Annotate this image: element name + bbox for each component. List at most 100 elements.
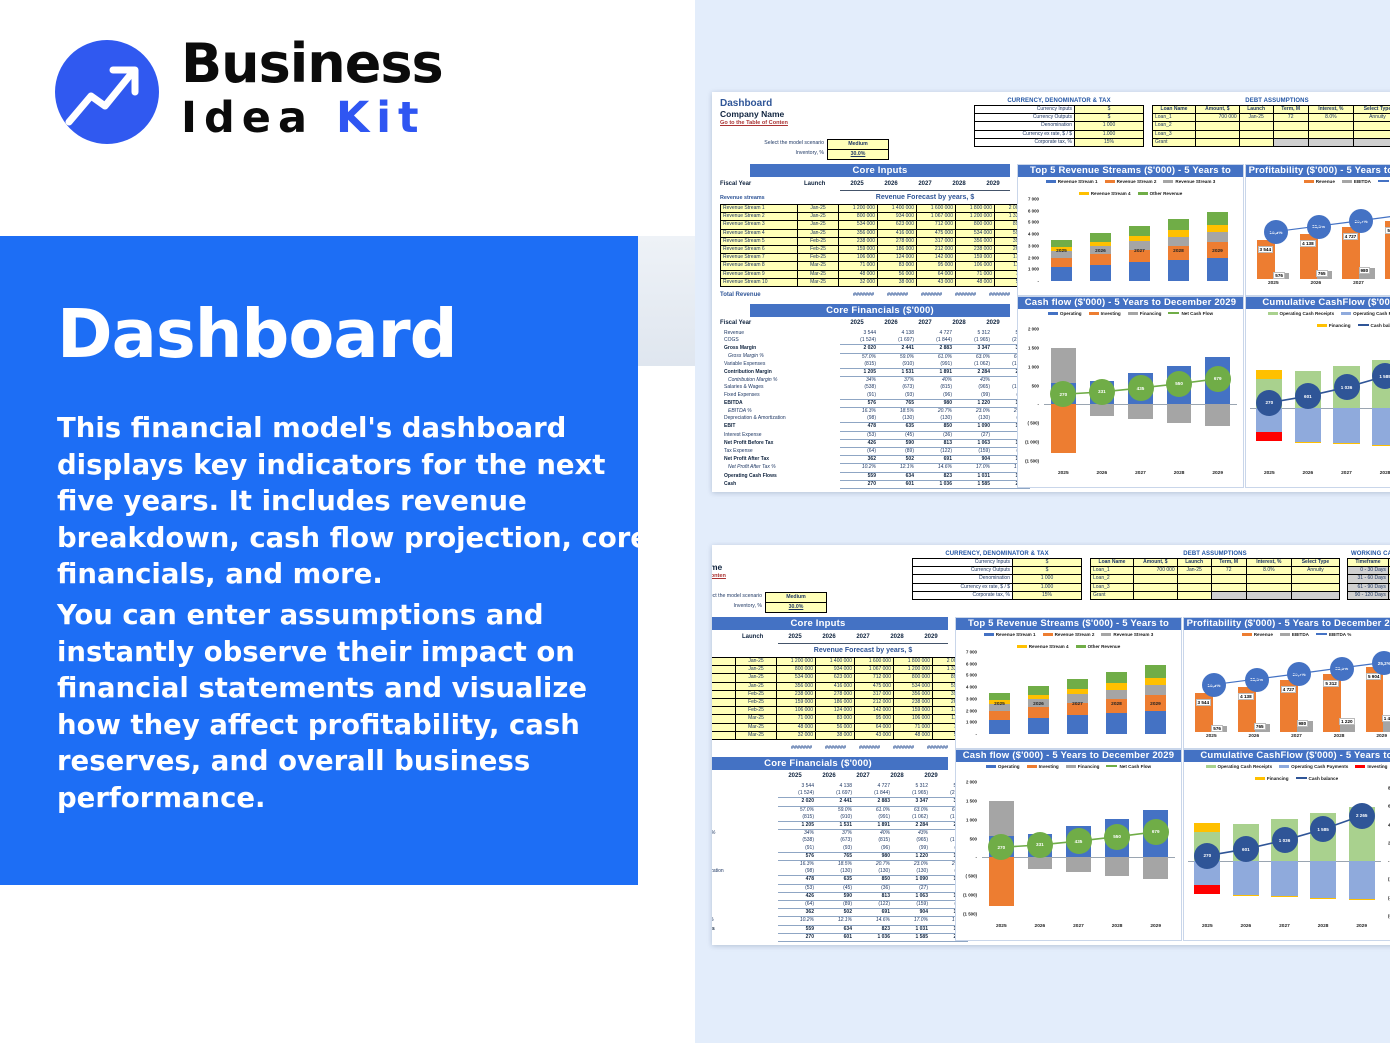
debt-cell[interactable]: Loan_2 [1090,574,1134,584]
revenue-stream-value[interactable]: 317 000 [854,689,894,700]
revenue-stream-launch[interactable]: Feb-25 [735,689,777,700]
revenue-stream-value[interactable]: 32 000 [776,730,816,741]
revenue-stream-value[interactable]: 64 000 [916,269,956,279]
debt-cell[interactable]: 8.0% [1245,566,1292,576]
debt-cell[interactable] [1352,121,1390,131]
revenue-stream-launch[interactable]: Mar-25 [735,722,777,732]
revenue-stream-launch[interactable]: Mar-25 [797,277,839,288]
revenue-stream-value[interactable]: 48 000 [955,277,995,288]
currency-row-value[interactable]: $ [1074,113,1144,123]
revenue-stream-value[interactable]: 278 000 [815,689,855,700]
revenue-stream-value[interactable]: 1 200 000 [893,665,933,675]
revenue-stream-launch[interactable]: Jan-25 [735,673,777,683]
revenue-stream-value[interactable]: 800 000 [838,212,878,222]
revenue-stream-value[interactable]: 356 000 [893,689,933,700]
inventory-input[interactable]: 30.0% [827,149,889,160]
revenue-stream-value[interactable]: 317 000 [916,236,956,247]
revenue-stream-value[interactable]: 56 000 [877,269,917,279]
revenue-stream-value[interactable]: 534 000 [893,681,933,691]
revenue-stream-value[interactable]: 238 000 [893,698,933,708]
debt-cell[interactable] [1307,121,1354,131]
debt-cell[interactable] [1195,137,1240,148]
revenue-stream-name[interactable]: Revenue Stream 4 [712,681,736,691]
revenue-stream-value[interactable]: 1 800 000 [955,203,995,214]
revenue-stream-value[interactable]: 534 000 [955,228,995,238]
revenue-stream-value[interactable]: 124 000 [815,706,855,716]
revenue-stream-launch[interactable]: Mar-25 [797,261,839,271]
debt-cell[interactable]: Annuity [1290,566,1341,576]
revenue-stream-launch[interactable]: Jan-25 [797,228,839,238]
revenue-stream-value[interactable]: 1 067 000 [916,212,956,222]
revenue-stream-value[interactable]: 800 000 [776,665,816,675]
debt-cell[interactable]: Jan-25 [1238,113,1274,123]
revenue-stream-name[interactable]: Revenue Stream 9 [712,722,736,732]
revenue-stream-value[interactable]: 1 400 000 [877,203,917,214]
debt-cell[interactable]: Grant [1090,590,1134,601]
currency-row-value[interactable]: 1 000 [1012,574,1082,584]
revenue-stream-value[interactable]: 356 000 [776,681,816,691]
revenue-stream-name[interactable]: Revenue Stream 10 [712,730,736,741]
revenue-stream-name[interactable]: Revenue Stream 7 [712,706,736,716]
debt-cell[interactable] [1272,137,1309,148]
debt-cell[interactable]: Loan_1 [1090,566,1134,576]
debt-cell[interactable] [1245,574,1292,584]
revenue-stream-value[interactable]: 475 000 [854,681,894,691]
revenue-stream-value[interactable]: 800 000 [893,673,933,683]
revenue-stream-value[interactable]: 534 000 [838,220,878,230]
revenue-stream-launch[interactable]: Jan-25 [735,681,777,691]
revenue-stream-value[interactable]: 142 000 [916,253,956,263]
debt-cell[interactable]: Jan-25 [1176,566,1212,576]
currency-row-value[interactable]: $ [1012,566,1082,576]
revenue-stream-value[interactable]: 159 000 [893,706,933,716]
wc-cell[interactable]: 31 - 60 Days [1347,574,1389,584]
debt-cell[interactable]: Loan_3 [1090,582,1134,592]
revenue-stream-value[interactable]: 278 000 [877,236,917,247]
revenue-stream-value[interactable]: 71 000 [838,261,878,271]
debt-cell[interactable] [1290,582,1341,592]
revenue-stream-name[interactable]: Revenue Stream 2 [712,665,736,675]
revenue-stream-value[interactable]: 1 200 000 [776,656,816,667]
revenue-stream-launch[interactable]: Mar-25 [797,269,839,279]
revenue-stream-name[interactable]: Revenue Stream 9 [720,269,798,279]
revenue-stream-launch[interactable]: Mar-25 [735,714,777,724]
revenue-stream-value[interactable]: 159 000 [776,698,816,708]
revenue-stream-name[interactable]: Revenue Stream 10 [720,277,798,288]
revenue-stream-value[interactable]: 1 200 000 [838,203,878,214]
debt-cell[interactable]: 8.0% [1307,113,1354,123]
revenue-stream-value[interactable]: 238 000 [776,689,816,700]
revenue-stream-value[interactable]: 43 000 [916,277,956,288]
revenue-stream-value[interactable]: 106 000 [838,253,878,263]
revenue-stream-value[interactable]: 83 000 [815,714,855,724]
debt-cell[interactable] [1245,590,1292,601]
revenue-stream-value[interactable]: 48 000 [776,722,816,732]
currency-row-value[interactable]: $ [1012,557,1082,568]
revenue-stream-value[interactable]: 95 000 [854,714,894,724]
revenue-stream-name[interactable]: Revenue Stream 1 [712,656,736,667]
revenue-stream-value[interactable]: 38 000 [815,730,855,741]
revenue-stream-value[interactable]: 48 000 [893,730,933,741]
revenue-stream-value[interactable]: 475 000 [916,228,956,238]
revenue-stream-name[interactable]: Revenue Stream 6 [720,245,798,255]
revenue-stream-value[interactable]: 124 000 [877,253,917,263]
revenue-stream-value[interactable]: 1 200 000 [955,212,995,222]
currency-row-value[interactable]: $ [1074,104,1144,115]
revenue-stream-value[interactable]: 416 000 [815,681,855,691]
currency-row-value[interactable]: 15% [1074,137,1144,148]
debt-cell[interactable] [1245,582,1292,592]
revenue-stream-name[interactable]: Revenue Stream 4 [720,228,798,238]
revenue-stream-launch[interactable]: Jan-25 [797,203,839,214]
revenue-stream-value[interactable]: 186 000 [877,245,917,255]
wc-cell[interactable]: 61 - 90 Days [1347,582,1389,592]
debt-cell[interactable] [1290,590,1341,601]
debt-cell[interactable] [1195,121,1240,131]
revenue-stream-value[interactable]: 623 000 [815,673,855,683]
debt-cell[interactable] [1238,137,1274,148]
revenue-stream-value[interactable]: 186 000 [815,698,855,708]
table-of-contents-link[interactable]: Go to the Table of Conten [712,573,726,579]
revenue-stream-value[interactable]: 1 600 000 [854,656,894,667]
revenue-stream-name[interactable]: Revenue Stream 5 [712,689,736,700]
currency-row-value[interactable]: 1.000 [1074,129,1144,139]
table-of-contents-link[interactable]: Go to the Table of Conten [720,120,788,126]
revenue-stream-launch[interactable]: Feb-25 [797,245,839,255]
